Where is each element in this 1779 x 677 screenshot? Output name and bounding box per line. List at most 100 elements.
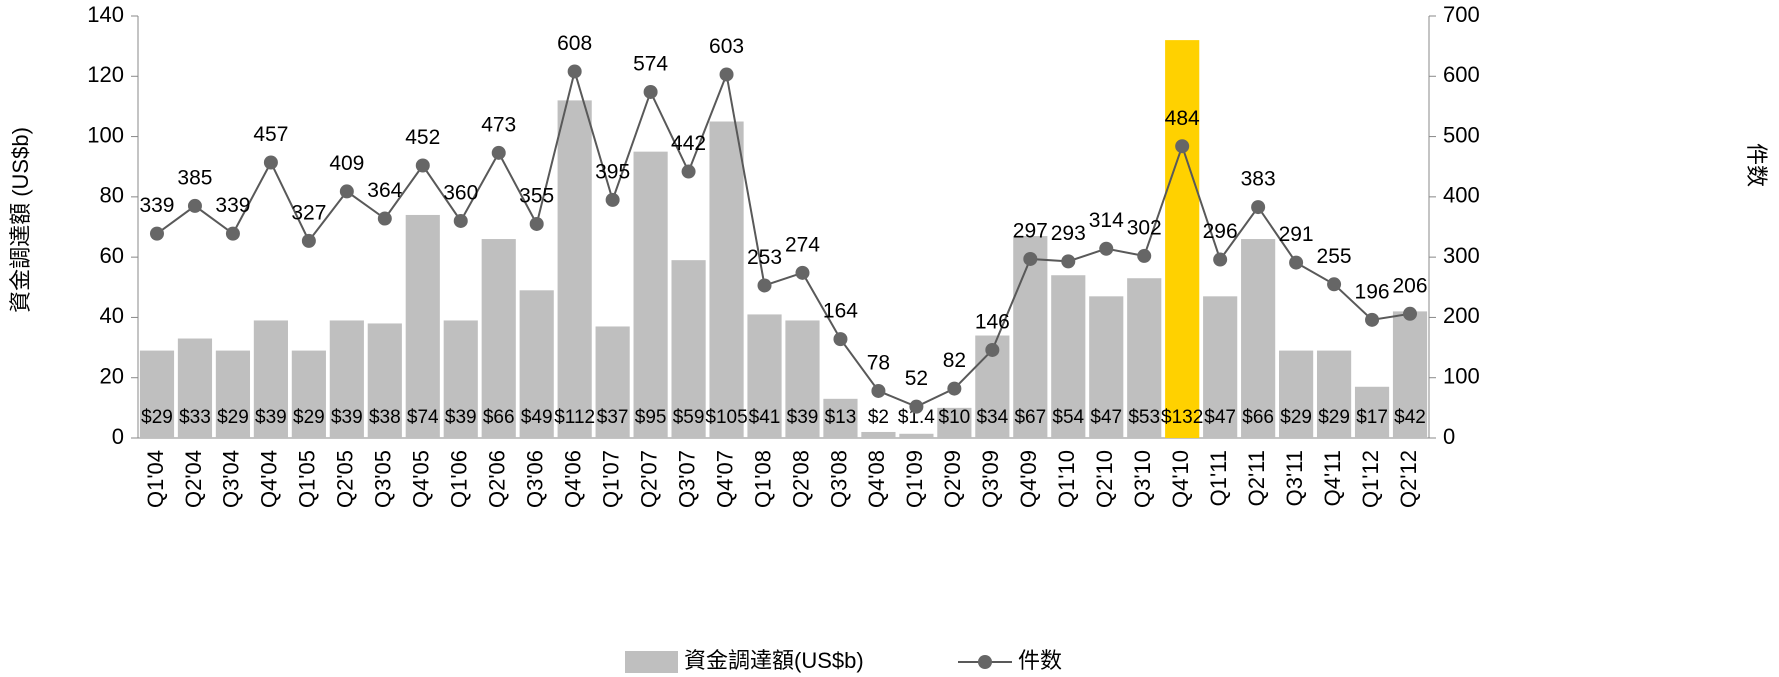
bar-value-label: $10 [939, 407, 971, 428]
bar [861, 431, 896, 438]
line-marker [1061, 254, 1076, 269]
line-value-label: 52 [905, 367, 928, 390]
line-marker [491, 145, 506, 160]
line-value-label: 395 [595, 160, 630, 183]
bar [481, 239, 516, 438]
line-value-label: 355 [519, 185, 554, 208]
bar-value-label: $39 [787, 407, 819, 428]
bar-value-label: $34 [976, 407, 1008, 428]
line-value-label: 409 [329, 152, 364, 175]
bar [519, 290, 554, 438]
x-tick-label: Q1'05 [295, 450, 320, 508]
bar-value-label: $1.4 [898, 407, 935, 428]
line-value-label: 196 [1355, 280, 1390, 303]
line-value-label: 442 [671, 132, 706, 155]
bar [823, 398, 858, 438]
y2-tick-label: 400 [1443, 183, 1480, 208]
y2-tick-label: 700 [1443, 2, 1480, 27]
x-tick-label: Q4'09 [1016, 450, 1041, 508]
bar [1051, 275, 1086, 438]
bar [139, 350, 175, 438]
line-value-label: 78 [867, 352, 890, 375]
x-tick-label: Q4'04 [257, 450, 282, 508]
bar-value-label: $74 [407, 407, 439, 428]
bar [253, 320, 288, 438]
bar [595, 326, 630, 438]
bar-value-label: $47 [1204, 407, 1236, 428]
line-value-label: 383 [1241, 168, 1276, 191]
line-value-label: 164 [823, 300, 858, 323]
line-marker [415, 158, 430, 173]
bar-value-label: $47 [1090, 407, 1122, 428]
x-tick-label: Q1'06 [447, 450, 472, 508]
bar-value-label: $39 [255, 407, 287, 428]
bar-value-label: $53 [1128, 407, 1160, 428]
line-marker [833, 332, 848, 347]
y2-tick-label: 500 [1443, 122, 1480, 147]
line-value-label: 484 [1165, 107, 1200, 130]
line-marker [681, 164, 696, 179]
line-marker [1099, 241, 1114, 256]
y-tick-label: 40 [100, 303, 124, 328]
bar [367, 323, 402, 438]
x-tick-label: Q1'12 [1358, 450, 1383, 508]
bar-value-label: $29 [1280, 407, 1312, 428]
x-tick-label: Q2'10 [1092, 450, 1117, 508]
bar-value-label: $105 [705, 407, 747, 428]
y-axis-label: 資金調達額 (US$b) [8, 127, 33, 313]
legend-marker [978, 655, 992, 669]
bar [443, 320, 478, 438]
line-marker [1023, 251, 1038, 266]
y-tick-label: 140 [87, 2, 124, 27]
bar-value-label: $13 [825, 407, 857, 428]
line-value-label: 360 [443, 182, 478, 205]
x-tick-label: Q3'09 [978, 450, 1003, 508]
bar [1089, 296, 1124, 438]
line-value-label: 253 [747, 246, 782, 269]
x-tick-label: Q2'09 [940, 450, 965, 508]
line-value-label: 146 [975, 311, 1010, 334]
bar-value-label: $42 [1394, 407, 1426, 428]
bar [1013, 236, 1048, 438]
x-tick-label: Q3'08 [826, 450, 851, 508]
line-value-label: 314 [1089, 209, 1124, 232]
bar-value-label: $112 [554, 407, 595, 428]
bar-value-label: $95 [635, 407, 667, 428]
bar [557, 100, 592, 439]
bar [709, 121, 744, 438]
line-value-label: 297 [1013, 219, 1048, 242]
line-marker [1289, 255, 1304, 270]
line-marker [225, 226, 240, 241]
x-tick-label: Q1'10 [1054, 450, 1079, 508]
bar-value-label: $67 [1014, 407, 1046, 428]
bar [937, 407, 972, 438]
bar-value-label: $59 [673, 407, 705, 428]
bar [405, 214, 440, 438]
bar-value-label: $41 [749, 407, 781, 428]
bar-value-label: $38 [369, 407, 401, 428]
bar [899, 433, 934, 438]
bar [1127, 278, 1162, 438]
legend-label: 資金調達額(US$b) [684, 648, 864, 673]
y2-tick-label: 0 [1443, 424, 1455, 449]
line-value-label: 473 [481, 113, 516, 136]
bar [1316, 350, 1352, 438]
y-tick-label: 20 [100, 364, 124, 389]
line-marker [453, 213, 468, 228]
bar-value-label: $2 [868, 407, 889, 428]
line-marker [339, 184, 354, 199]
bar-value-label: $49 [521, 407, 553, 428]
x-tick-label: Q2'08 [788, 450, 813, 508]
bar [1165, 40, 1200, 438]
line-value-label: 82 [943, 349, 966, 372]
bar-value-label: $29 [217, 407, 249, 428]
bar [1203, 296, 1238, 438]
line-value-label: 206 [1392, 274, 1427, 297]
y2-tick-label: 200 [1443, 303, 1480, 328]
line-marker [909, 399, 924, 414]
line-value-label: 327 [291, 201, 326, 224]
line-value-label: 339 [139, 194, 174, 217]
line-marker [947, 381, 962, 396]
line-marker [1213, 252, 1228, 267]
bar [1241, 239, 1276, 438]
